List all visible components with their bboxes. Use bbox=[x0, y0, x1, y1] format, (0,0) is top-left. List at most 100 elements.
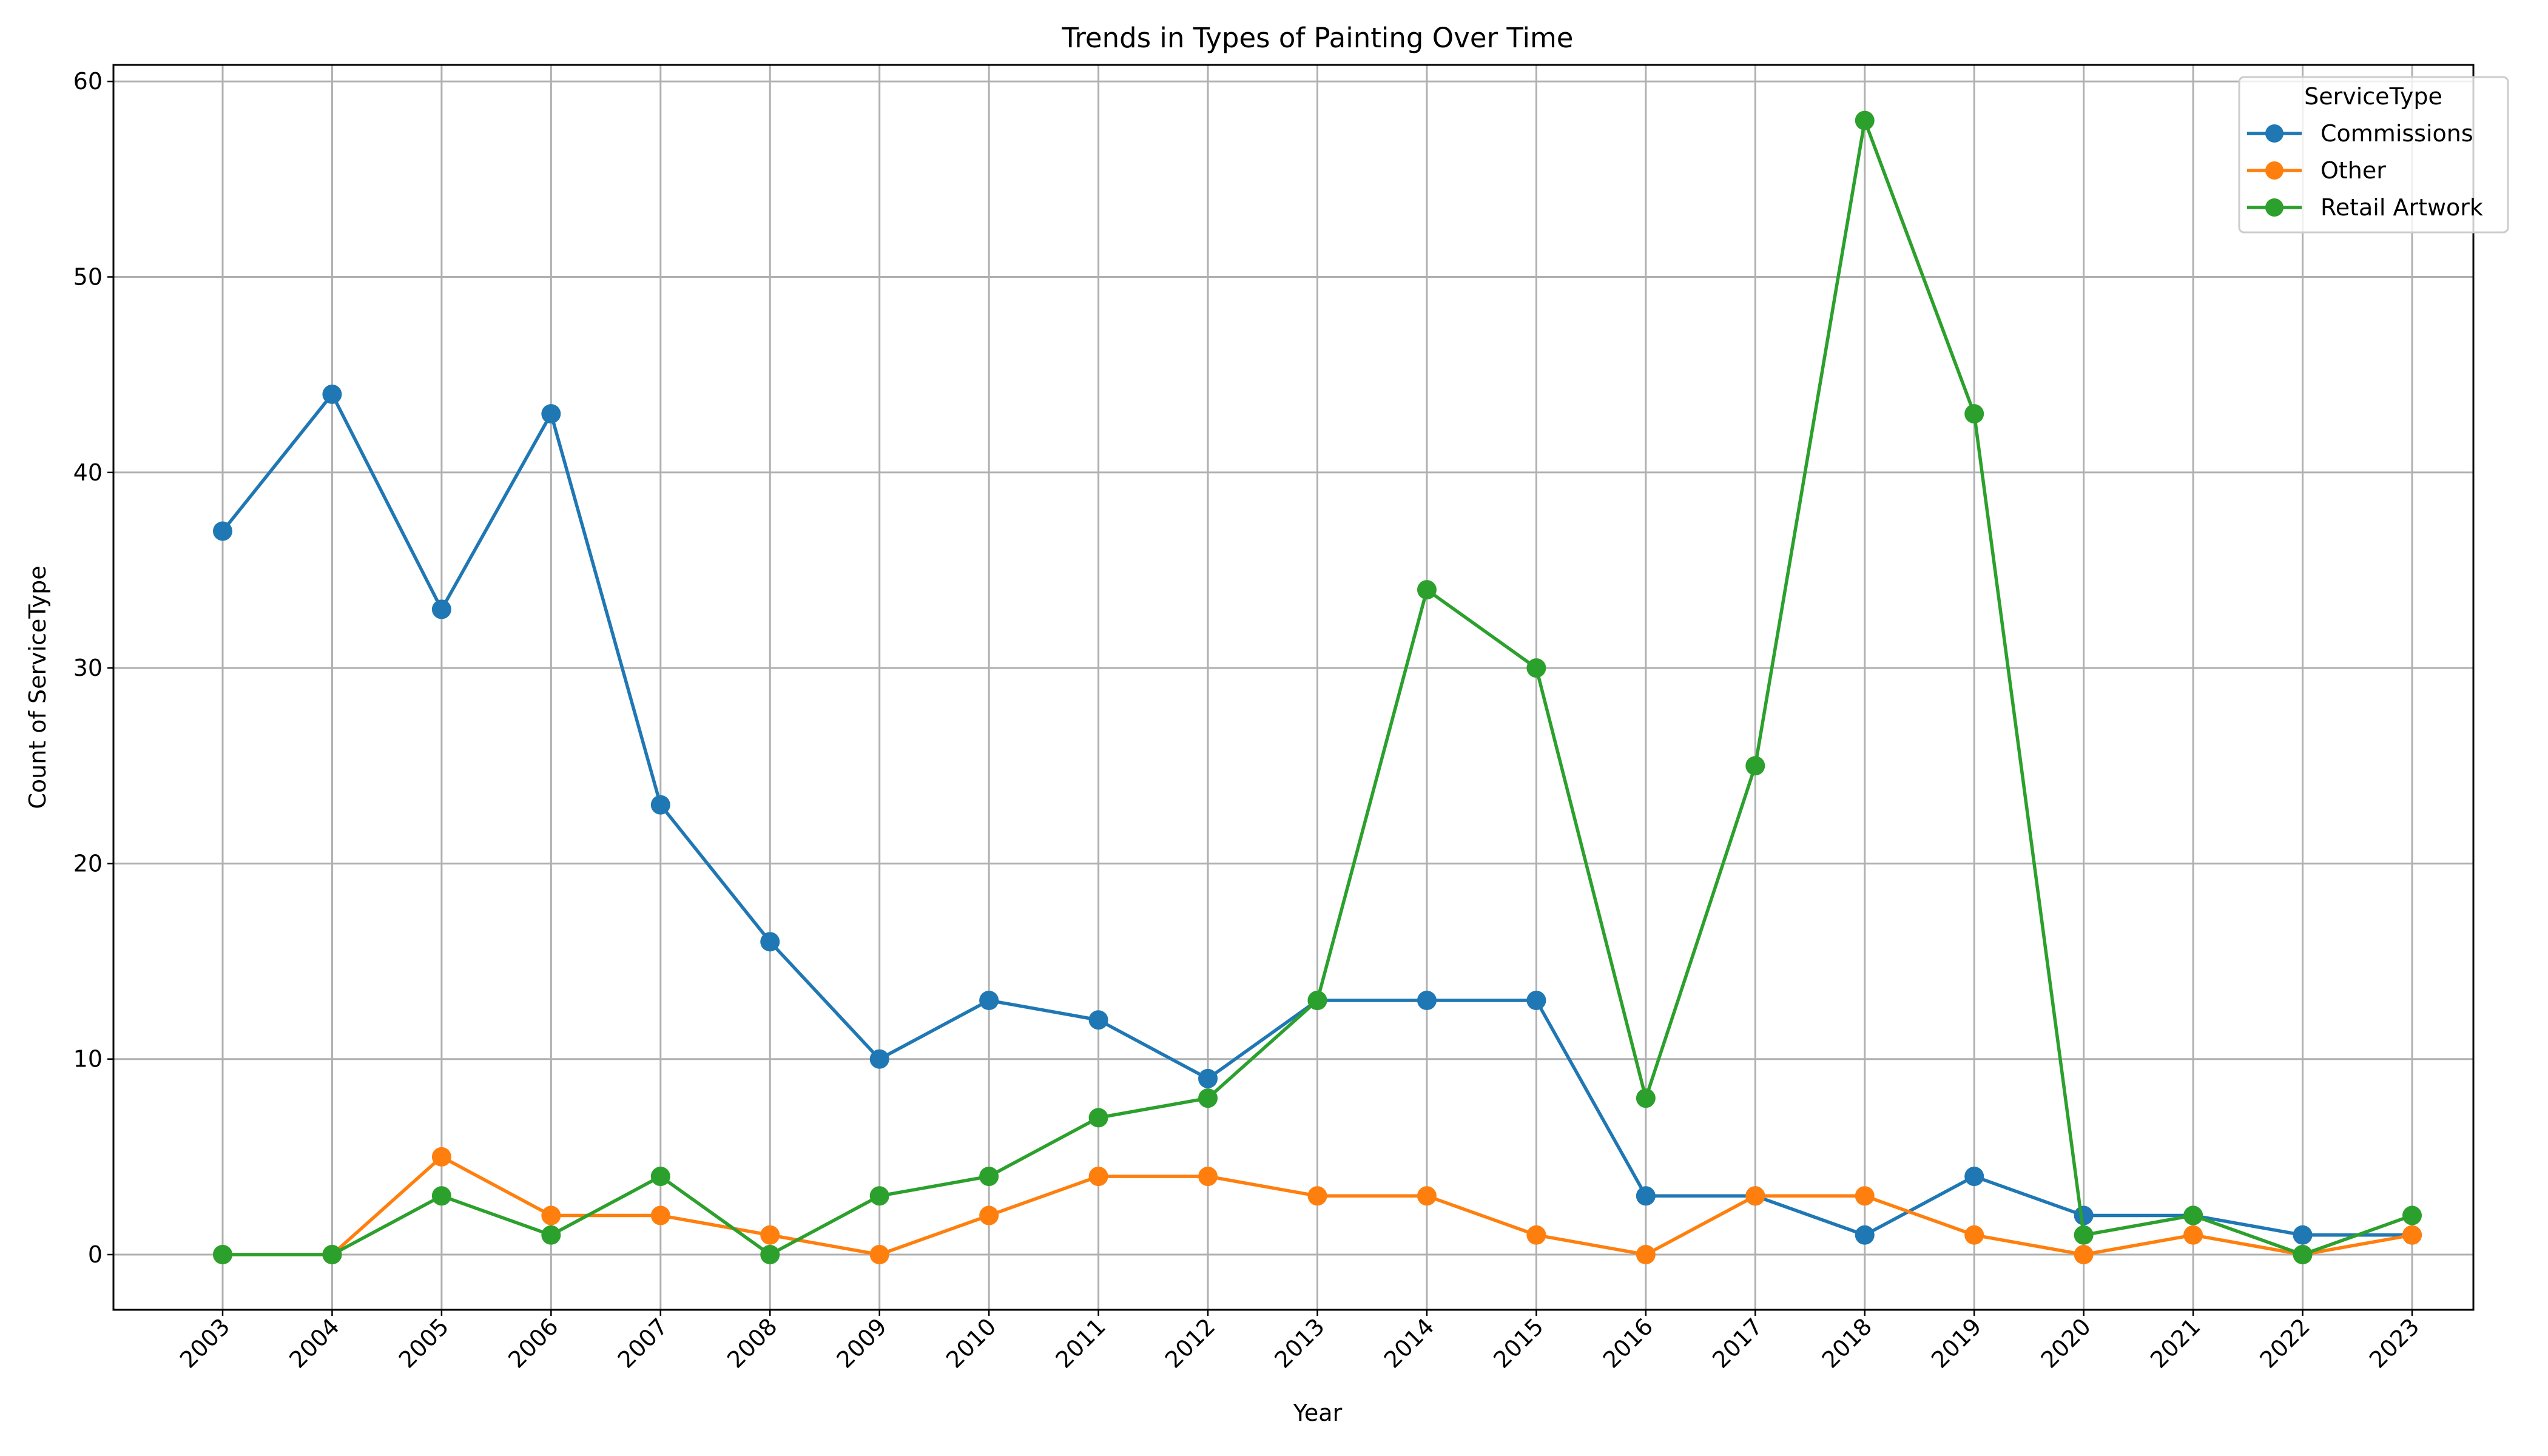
data-point bbox=[1417, 1186, 1437, 1206]
data-point bbox=[650, 1205, 670, 1225]
data-point bbox=[1964, 1225, 1984, 1245]
data-point bbox=[760, 932, 780, 952]
x-tick-label: 2016 bbox=[1598, 1313, 1659, 1373]
data-point bbox=[1636, 1186, 1656, 1206]
x-tick-label: 2012 bbox=[1160, 1313, 1221, 1373]
data-point bbox=[1198, 1167, 1218, 1187]
data-point bbox=[2402, 1225, 2422, 1245]
x-tick-label: 2008 bbox=[722, 1313, 783, 1373]
y-tick-label: 20 bbox=[73, 850, 103, 877]
data-point bbox=[431, 599, 451, 619]
data-point bbox=[1745, 1186, 1765, 1206]
data-point bbox=[541, 404, 561, 424]
x-tick-label: 2023 bbox=[2364, 1313, 2425, 1373]
y-axis-label: Count of ServiceType bbox=[24, 565, 51, 809]
y-tick-label: 60 bbox=[73, 68, 103, 95]
legend-label: Other bbox=[2320, 157, 2386, 184]
data-point bbox=[1526, 658, 1546, 678]
data-point bbox=[213, 1245, 232, 1264]
legend: ServiceType Commissions Other Retail Artwo… bbox=[2238, 76, 2509, 234]
legend-marker-icon bbox=[2265, 124, 2283, 143]
x-tick-label: 2006 bbox=[503, 1313, 564, 1373]
data-point bbox=[1088, 1108, 1108, 1128]
data-point bbox=[541, 1205, 561, 1225]
x-tick-label: 2018 bbox=[1817, 1313, 1878, 1373]
data-point bbox=[1307, 1186, 1327, 1206]
legend-marker-icon bbox=[2265, 198, 2283, 217]
data-point bbox=[979, 1167, 999, 1187]
x-tick-label: 2019 bbox=[1926, 1313, 1987, 1373]
data-point bbox=[1417, 991, 1437, 1011]
x-tick-label: 2010 bbox=[941, 1313, 1002, 1373]
data-point bbox=[869, 1049, 889, 1069]
data-point bbox=[869, 1186, 889, 1206]
chart-title: Trends in Types of Painting Over Time bbox=[1062, 22, 1574, 54]
x-tick-label: 2009 bbox=[832, 1313, 892, 1373]
x-tick-label: 2013 bbox=[1269, 1313, 1330, 1373]
data-point bbox=[760, 1225, 780, 1245]
x-tick-label: 2004 bbox=[284, 1313, 345, 1373]
x-tick-label: 2021 bbox=[2145, 1313, 2206, 1373]
data-point bbox=[1088, 1010, 1108, 1030]
data-point bbox=[322, 1245, 342, 1264]
data-point bbox=[1088, 1167, 1108, 1187]
data-point bbox=[1964, 404, 1984, 424]
y-tick-label: 30 bbox=[73, 655, 103, 681]
y-tick-label: 10 bbox=[73, 1046, 103, 1073]
x-tick-label: 2014 bbox=[1379, 1313, 1440, 1373]
plot-frame bbox=[112, 64, 2475, 1311]
data-point bbox=[1855, 1225, 1875, 1245]
data-point bbox=[979, 1205, 999, 1225]
x-tick-label: 2005 bbox=[394, 1313, 454, 1373]
data-point bbox=[2402, 1205, 2422, 1225]
data-point bbox=[2183, 1205, 2203, 1225]
data-point bbox=[1636, 1245, 1656, 1264]
legend-title: ServiceType bbox=[2304, 83, 2442, 110]
data-point bbox=[1964, 1167, 1984, 1187]
data-point bbox=[213, 521, 232, 541]
data-point bbox=[2293, 1225, 2313, 1245]
data-point bbox=[979, 991, 999, 1011]
data-point bbox=[431, 1147, 451, 1167]
x-axis-ticks: 2003 2004 2005 2006 2007 2008 2009 2010 2011 2012… bbox=[175, 1310, 2425, 1373]
grid-lines bbox=[113, 65, 2473, 1310]
data-point bbox=[2293, 1245, 2313, 1264]
data-point bbox=[1636, 1088, 1656, 1108]
data-point bbox=[1855, 1186, 1875, 1206]
data-point bbox=[760, 1245, 780, 1264]
data-point bbox=[2074, 1225, 2094, 1245]
data-point bbox=[1526, 1225, 1546, 1245]
data-series bbox=[213, 110, 2422, 1264]
data-point bbox=[2074, 1205, 2094, 1225]
y-tick-label: 0 bbox=[88, 1241, 103, 1268]
data-point bbox=[322, 384, 342, 404]
legend-label: Retail Artwork bbox=[2320, 194, 2483, 221]
data-point bbox=[1198, 1068, 1218, 1088]
legend-item: Commissions bbox=[2247, 120, 2473, 147]
x-tick-label: 2020 bbox=[2036, 1313, 2097, 1373]
data-point bbox=[2074, 1245, 2094, 1264]
data-point bbox=[1745, 756, 1765, 776]
data-point bbox=[1855, 110, 1875, 130]
data-point bbox=[431, 1186, 451, 1206]
legend-label: Commissions bbox=[2320, 120, 2473, 147]
x-tick-label: 2007 bbox=[613, 1313, 673, 1373]
x-tick-label: 2003 bbox=[175, 1313, 235, 1373]
data-point bbox=[650, 795, 670, 815]
data-point bbox=[1526, 991, 1546, 1011]
series-retail-artwork bbox=[213, 110, 2422, 1264]
x-tick-label: 2011 bbox=[1050, 1313, 1111, 1373]
x-tick-label: 2017 bbox=[1707, 1313, 1768, 1373]
y-tick-label: 50 bbox=[73, 264, 103, 291]
data-point bbox=[1417, 580, 1437, 600]
x-axis-label: Year bbox=[1293, 1400, 1343, 1426]
data-point bbox=[1307, 991, 1327, 1011]
y-axis-ticks: 0 10 20 30 40 50 60 bbox=[73, 68, 113, 1268]
data-point bbox=[1198, 1088, 1218, 1108]
data-point bbox=[2183, 1225, 2203, 1245]
legend-marker-icon bbox=[2265, 161, 2283, 180]
legend-box bbox=[2238, 76, 2509, 234]
x-tick-label: 2015 bbox=[1488, 1313, 1549, 1373]
legend-item: Other bbox=[2247, 157, 2386, 184]
